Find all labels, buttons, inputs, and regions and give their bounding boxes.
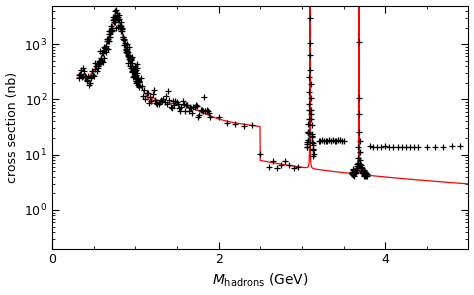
X-axis label: $M_{\rm hadrons}$ (GeV): $M_{\rm hadrons}$ (GeV) [212,272,309,289]
Y-axis label: cross section (nb): cross section (nb) [6,71,18,183]
